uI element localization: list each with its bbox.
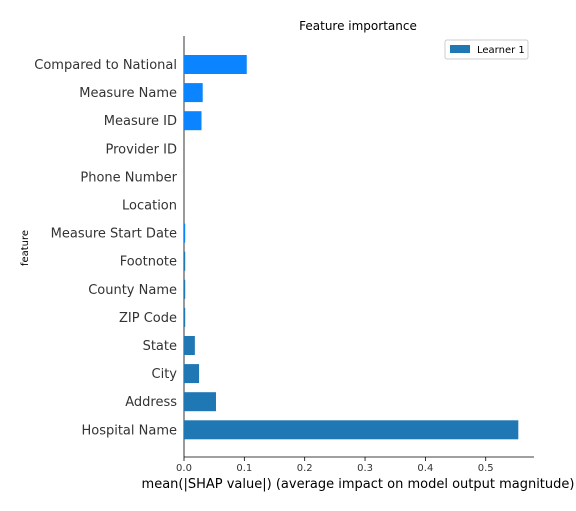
- chart-title: Feature importance: [299, 19, 417, 33]
- bar-hospital-name: [184, 420, 519, 440]
- bar-county-name: [184, 279, 186, 299]
- y-axis-label: feature: [20, 230, 31, 266]
- y-tick-label-measure-name: Measure Name: [79, 86, 177, 101]
- bar-city: [184, 364, 200, 384]
- bar-measure-start-date: [184, 223, 186, 243]
- bar-footnote: [184, 251, 186, 271]
- bar-address: [184, 392, 216, 412]
- bar-state: [184, 336, 195, 355]
- y-tick-label-location: Location: [122, 199, 177, 214]
- legend-frame: [444, 39, 529, 60]
- bar-measure-id: [184, 111, 202, 131]
- x-tick-label: 0.5: [478, 463, 494, 474]
- bar-compared-to-national: [184, 55, 247, 74]
- y-tick-label-hospital-name: Hospital Name: [81, 423, 177, 438]
- y-tick-label-address: Address: [125, 395, 177, 410]
- legend: Learner 1: [444, 39, 529, 60]
- y-tick-label-provider-id: Provider ID: [106, 142, 178, 157]
- y-tick-label-state: State: [143, 339, 177, 354]
- y-tick-label-measure-start-date: Measure Start Date: [51, 227, 177, 242]
- x-axis-label: mean(|SHAP value|) (average impact on mo…: [142, 477, 575, 492]
- x-tick-label: 0.1: [236, 463, 252, 474]
- x-tick-label: 0.3: [357, 463, 373, 474]
- x-tick-label: 0.4: [417, 463, 433, 474]
- y-tick-label-zip-code: ZIP Code: [119, 311, 177, 326]
- y-tick-label-phone-number: Phone Number: [80, 170, 177, 185]
- x-tick-label: 0.2: [297, 463, 313, 474]
- bar-zip-code: [184, 307, 186, 327]
- y-tick-label-compared-to-national: Compared to National: [34, 58, 177, 73]
- legend-swatch: [450, 45, 470, 53]
- legend-label: Learner 1: [477, 45, 525, 56]
- y-tick-label-county-name: County Name: [88, 283, 177, 298]
- y-tick-label-measure-id: Measure ID: [104, 114, 177, 129]
- x-tick-label: 0.0: [176, 463, 192, 474]
- y-tick-label-city: City: [152, 367, 178, 382]
- bar-measure-name: [184, 83, 203, 103]
- y-tick-label-footnote: Footnote: [120, 255, 177, 270]
